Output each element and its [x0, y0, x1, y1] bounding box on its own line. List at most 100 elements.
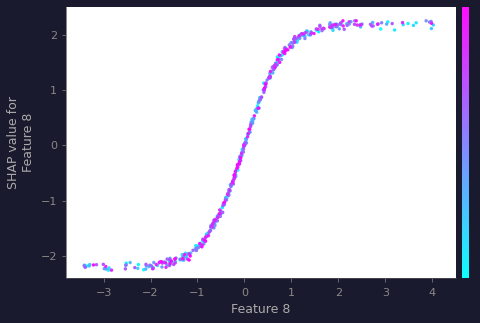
Point: [199, 237, 207, 242]
Point: [383, 19, 391, 25]
Point: [261, 81, 268, 87]
Point: [122, 261, 130, 266]
Point: [161, 260, 168, 265]
Point: [337, 20, 345, 26]
Point: [274, 57, 281, 62]
Point: [231, 170, 239, 175]
Point: [409, 23, 417, 28]
Point: [178, 252, 186, 257]
Point: [357, 22, 364, 27]
Point: [240, 143, 248, 149]
Point: [235, 162, 243, 167]
Point: [86, 262, 94, 267]
Point: [336, 22, 344, 27]
Point: [240, 142, 247, 147]
Point: [265, 75, 273, 80]
Point: [271, 60, 279, 66]
Point: [330, 22, 338, 27]
Point: [228, 180, 236, 185]
Point: [81, 263, 88, 268]
Point: [251, 108, 259, 113]
Point: [358, 21, 365, 26]
Point: [210, 221, 217, 226]
Point: [296, 33, 303, 38]
Point: [134, 262, 142, 267]
Point: [196, 244, 204, 249]
Point: [228, 178, 236, 183]
Point: [224, 191, 232, 196]
Point: [273, 54, 281, 59]
Point: [250, 116, 257, 121]
Point: [333, 22, 341, 27]
Point: [292, 36, 300, 41]
Point: [222, 195, 230, 201]
Point: [218, 205, 226, 210]
Point: [238, 150, 245, 155]
Point: [200, 239, 207, 244]
Point: [204, 230, 212, 235]
Point: [264, 75, 272, 80]
Point: [287, 40, 294, 45]
Point: [377, 20, 384, 26]
Point: [224, 191, 231, 196]
Point: [234, 165, 241, 170]
Point: [201, 239, 209, 244]
Point: [160, 259, 168, 265]
Point: [215, 211, 223, 216]
Point: [147, 263, 155, 268]
Point: [295, 33, 302, 38]
Point: [83, 263, 91, 268]
Point: [368, 20, 376, 25]
Point: [327, 25, 335, 30]
Point: [226, 182, 234, 187]
Point: [231, 168, 239, 173]
Point: [195, 241, 203, 246]
Point: [240, 142, 248, 148]
Point: [255, 99, 263, 104]
Point: [239, 146, 246, 151]
Point: [264, 75, 272, 80]
Point: [315, 23, 323, 28]
Point: [313, 27, 321, 32]
Point: [280, 50, 288, 55]
Point: [290, 40, 298, 45]
Point: [288, 40, 296, 46]
Point: [176, 257, 183, 262]
Point: [230, 174, 238, 179]
Point: [273, 57, 281, 62]
Point: [390, 27, 397, 33]
Point: [280, 51, 288, 56]
Point: [157, 259, 165, 264]
Point: [248, 121, 256, 126]
Point: [165, 257, 172, 262]
Point: [236, 158, 243, 163]
Point: [267, 70, 275, 75]
Point: [260, 86, 268, 91]
Point: [325, 25, 333, 30]
Point: [194, 244, 202, 249]
Point: [292, 40, 300, 45]
Point: [285, 42, 292, 47]
Point: [192, 245, 200, 251]
Point: [241, 140, 249, 145]
Point: [273, 61, 280, 66]
Point: [183, 256, 191, 262]
Point: [326, 26, 334, 31]
Point: [210, 220, 217, 225]
Point: [211, 220, 218, 225]
Point: [227, 183, 234, 188]
Point: [288, 44, 296, 49]
Point: [226, 188, 233, 193]
Point: [210, 218, 217, 223]
Point: [240, 143, 247, 149]
Point: [259, 87, 266, 92]
Point: [209, 221, 216, 226]
Point: [228, 181, 235, 186]
Point: [185, 257, 192, 263]
Point: [331, 22, 339, 27]
Point: [299, 33, 306, 38]
Point: [261, 81, 269, 87]
Point: [150, 260, 157, 265]
Point: [218, 204, 226, 210]
Point: [156, 259, 163, 265]
